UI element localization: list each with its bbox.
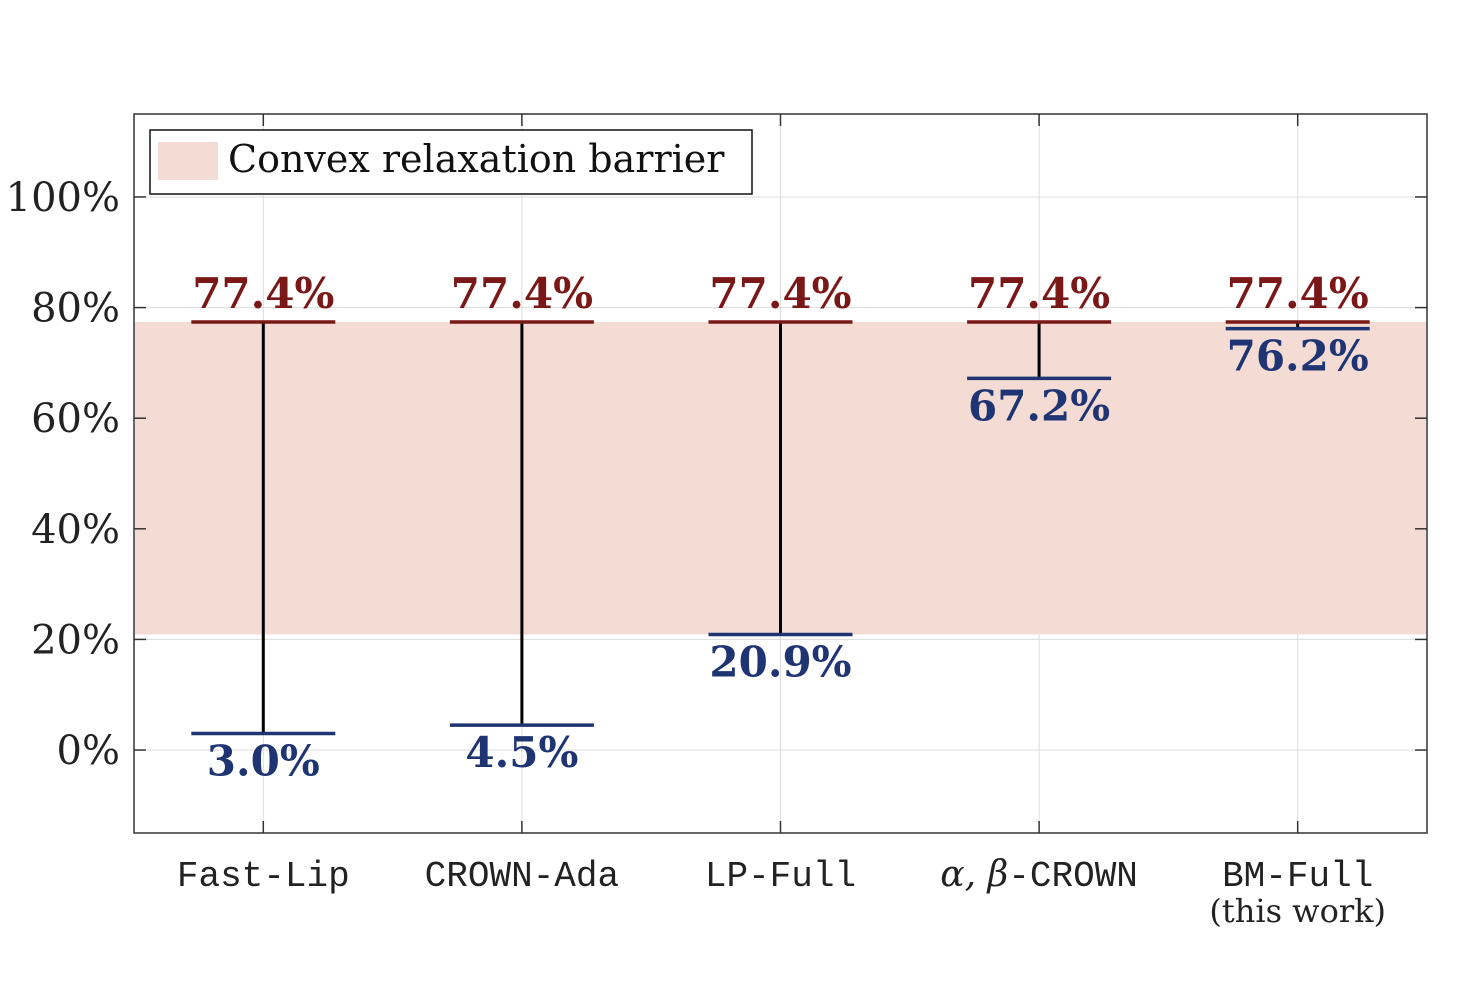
y-tick-label: 40% (31, 507, 120, 553)
y-tick-label: 80% (31, 286, 120, 332)
legend-box (149, 129, 753, 195)
upper-bound-label: 77.4% (451, 269, 593, 318)
y-tick-label: 20% (31, 617, 120, 663)
y-tick-label: 60% (31, 396, 120, 442)
greek-prefix: α, β (940, 854, 1008, 895)
lower-bound-label: 4.5% (465, 728, 578, 777)
y-tick-label: 0% (57, 728, 120, 774)
axis-ticks: 0% 20% 40% 60% 80% 100% Fast-Lip CROWN-Ada LP-Fu… (6, 114, 1427, 930)
range-marks: 77.4% 3.0% 77.4% 4.5% 77.4% 20.9% 77.4% 67.2% 77… (191, 269, 1370, 785)
upper-bound-label: 77.4% (968, 269, 1110, 318)
lower-bound-label: 76.2% (1227, 332, 1369, 381)
x-category-label: BM-Full (1222, 856, 1373, 897)
upper-bound-label: 77.4% (192, 269, 334, 318)
x-category-label: α, β-CROWN (940, 854, 1138, 897)
upper-bound-label: 77.4% (709, 269, 851, 318)
lower-bound-label: 67.2% (968, 381, 1110, 430)
upper-bound-label: 77.4% (1227, 269, 1369, 318)
legend-label: Convex relaxation barrier (228, 137, 725, 181)
category-suffix: -CROWN (1008, 856, 1138, 897)
x-category-label: Fast-Lip (177, 856, 350, 897)
legend: Convex relaxation barrier (149, 129, 753, 195)
y-tick-label: 100% (6, 175, 120, 221)
x-category-label: LP-Full (705, 856, 856, 897)
x-category-label: CROWN-Ada (425, 856, 619, 897)
legend-swatch (158, 142, 218, 180)
lower-bound-label: 20.9% (709, 637, 851, 686)
x-category-sublabel: (this work) (1209, 892, 1386, 930)
lower-bound-label: 3.0% (207, 736, 320, 785)
